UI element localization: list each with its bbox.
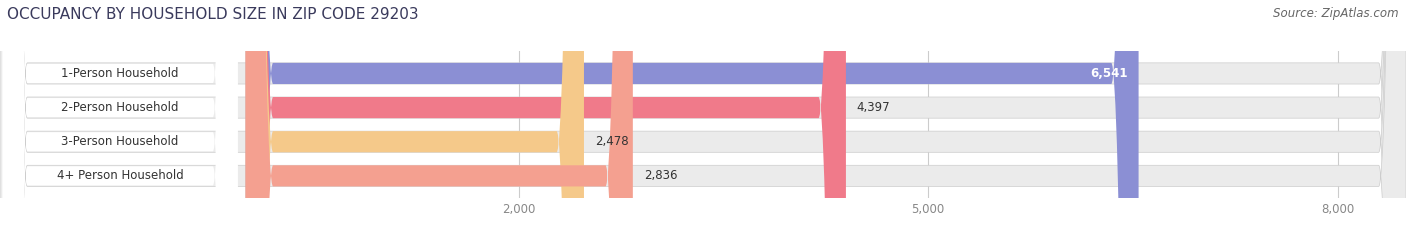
FancyBboxPatch shape <box>246 0 583 233</box>
FancyBboxPatch shape <box>246 0 846 233</box>
Text: 4,397: 4,397 <box>856 101 890 114</box>
FancyBboxPatch shape <box>3 0 238 233</box>
Text: 2,478: 2,478 <box>595 135 628 148</box>
Text: 3-Person Household: 3-Person Household <box>62 135 179 148</box>
FancyBboxPatch shape <box>246 0 633 233</box>
Text: 6,541: 6,541 <box>1090 67 1128 80</box>
Text: 1-Person Household: 1-Person Household <box>62 67 179 80</box>
FancyBboxPatch shape <box>246 0 1139 233</box>
Text: 2-Person Household: 2-Person Household <box>62 101 179 114</box>
Text: Source: ZipAtlas.com: Source: ZipAtlas.com <box>1274 7 1399 20</box>
FancyBboxPatch shape <box>3 0 238 233</box>
Text: 4+ Person Household: 4+ Person Household <box>56 169 184 182</box>
Text: OCCUPANCY BY HOUSEHOLD SIZE IN ZIP CODE 29203: OCCUPANCY BY HOUSEHOLD SIZE IN ZIP CODE … <box>7 7 419 22</box>
FancyBboxPatch shape <box>3 0 238 233</box>
FancyBboxPatch shape <box>3 0 238 233</box>
Text: 2,836: 2,836 <box>644 169 678 182</box>
